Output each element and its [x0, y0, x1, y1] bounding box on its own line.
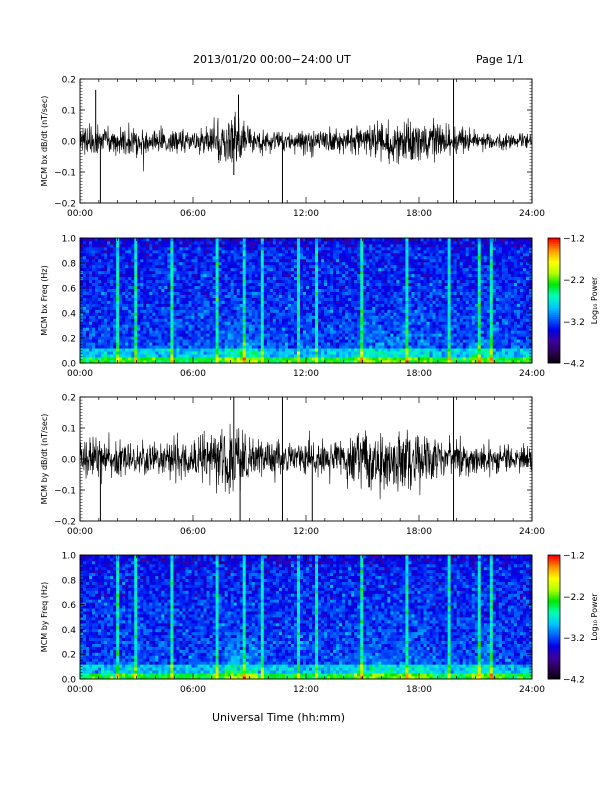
y-tick-label: 0.0 — [62, 360, 77, 370]
colorbar-tick-label: −2.2 — [563, 276, 585, 286]
x-tick-label: 12:00 — [293, 685, 319, 695]
y-tick-label: 0.8 — [62, 576, 77, 586]
colorbar-tick-label: −4.2 — [563, 360, 585, 370]
y-tick-label: −0.1 — [54, 169, 76, 179]
y-tick-label: 0.4 — [62, 626, 77, 636]
y-axis-label: MCM by dB/dt (nT/sec) — [40, 414, 49, 505]
colorbar-tick-label: −2.2 — [563, 593, 585, 603]
panel-3: 0.2 0.1 0.0 −0.1 −0.2 MCM by dB/dt (nT/sec) 00… — [40, 394, 545, 538]
x-tick-label: 06:00 — [180, 369, 206, 379]
y-tick-label: 0.6 — [62, 601, 77, 611]
figure-title: 2013/01/20 00:00−24:00 UT — [193, 53, 351, 66]
colorbar-frame — [547, 554, 561, 680]
y-axis-label: MCM by Freq (Hz) — [40, 582, 49, 652]
x-tick-label: 24:00 — [519, 209, 545, 219]
x-axis: 00:00 06:00 12:00 18:00 24:00 — [67, 555, 545, 695]
y-tick-label: 0.0 — [62, 676, 77, 686]
x-tick-label: 06:00 — [180, 209, 206, 219]
y-tick-label: 0.4 — [62, 310, 77, 320]
waveform-spikes — [99, 397, 455, 521]
y-tick-label: −0.2 — [54, 200, 76, 210]
y-tick-label: 0.0 — [62, 138, 77, 148]
x-tick-label: 18:00 — [406, 685, 432, 695]
spectrogram-cells — [80, 238, 533, 364]
x-tick-label: 24:00 — [519, 685, 545, 695]
colorbar: −1.2 −2.2 −3.2 −4.2 Log₁₀ Power — [547, 235, 599, 370]
page-indicator: Page 1/1 — [476, 53, 524, 66]
panel-1: 0.2 0.1 0.0 −0.1 −0.2 MCM bx dB/dt (nT/sec) 00… — [40, 76, 545, 220]
y-tick-label: 1.0 — [62, 552, 77, 562]
x-tick-label: 00:00 — [67, 527, 93, 537]
x-axis: 00:00 06:00 12:00 18:00 24:00 — [67, 238, 545, 379]
x-tick-label: 18:00 — [406, 369, 432, 379]
x-tick-label: 06:00 — [180, 527, 206, 537]
y-tick-label: 0.2 — [62, 651, 76, 661]
x-tick-label: 00:00 — [67, 685, 93, 695]
x-tick-label: 18:00 — [406, 209, 432, 219]
y-tick-label: 0.1 — [62, 425, 76, 435]
y-tick-label: 0.6 — [62, 285, 77, 295]
x-tick-label: 12:00 — [293, 209, 319, 219]
colorbar-label: Log₁₀ Power — [590, 276, 599, 324]
colorbar-tick-label: −1.2 — [563, 552, 585, 562]
y-tick-label: 0.2 — [62, 335, 76, 345]
y-tick-label: 0.2 — [62, 76, 76, 86]
waveform-spikes — [95, 79, 455, 203]
colorbar: −1.2 −2.2 −3.2 −4.2 Log₁₀ Power — [547, 552, 599, 686]
x-tick-label: 00:00 — [67, 209, 93, 219]
y-axis: 0.2 0.1 0.0 −0.1 −0.2 MCM by dB/dt (nT/sec) — [40, 394, 532, 528]
y-axis: 1.0 0.8 0.6 0.4 0.2 0.0 MCM bx Freq (Hz) — [40, 235, 532, 370]
colorbar-tick-label: −1.2 — [563, 235, 585, 245]
spectrogram-cells — [80, 555, 533, 680]
x-axis-label: Universal Time (hh:mm) — [212, 711, 345, 724]
y-tick-label: 1.0 — [62, 235, 77, 245]
y-tick-label: 0.0 — [62, 456, 77, 466]
colorbar-tick-label: −4.2 — [563, 676, 585, 686]
x-tick-label: 06:00 — [180, 685, 206, 695]
y-axis-label: MCM bx Freq (Hz) — [40, 265, 49, 335]
y-axis-label: MCM bx dB/dt (nT/sec) — [40, 96, 49, 187]
colorbar-tick-label: −3.2 — [563, 318, 585, 328]
y-axis: 0.2 0.1 0.0 −0.1 −0.2 MCM bx dB/dt (nT/sec) — [40, 76, 532, 210]
y-tick-label: 0.1 — [62, 107, 76, 117]
y-tick-label: −0.2 — [54, 518, 76, 528]
waveform-line — [79, 423, 533, 500]
x-axis: 00:00 06:00 12:00 18:00 24:00 — [67, 397, 545, 537]
x-tick-label: 24:00 — [519, 369, 545, 379]
y-tick-label: 0.8 — [62, 260, 77, 270]
waveform-line — [79, 111, 533, 172]
x-axis: 00:00 06:00 12:00 18:00 24:00 — [67, 79, 545, 219]
y-tick-label: −0.1 — [54, 487, 76, 497]
x-tick-label: 12:00 — [293, 527, 319, 537]
y-axis: 1.0 0.8 0.6 0.4 0.2 0.0 MCM by Freq (Hz) — [40, 552, 532, 686]
x-tick-label: 00:00 — [67, 369, 93, 379]
y-tick-label: 0.2 — [62, 394, 76, 404]
colorbar-frame — [547, 237, 561, 364]
x-tick-label: 12:00 — [293, 369, 319, 379]
x-tick-label: 24:00 — [519, 527, 545, 537]
colorbar-tick-label: −3.2 — [563, 634, 585, 644]
colorbar-label: Log₁₀ Power — [590, 593, 599, 641]
x-tick-label: 18:00 — [406, 527, 432, 537]
